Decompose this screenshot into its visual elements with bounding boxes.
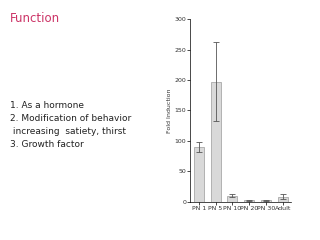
Text: Function: Function: [10, 12, 60, 25]
Bar: [227, 196, 237, 202]
Bar: [261, 200, 271, 202]
Text: ): ): [302, 207, 307, 220]
Bar: [278, 197, 288, 202]
Text: 6: 6: [286, 209, 293, 219]
Text: (: (: [273, 207, 277, 220]
Bar: [211, 82, 221, 202]
Y-axis label: Fold Induction: Fold Induction: [167, 88, 172, 133]
Text: 1. As a hormone
2. Modification of behavior
 increasing  satiety, thirst
3. Grow: 1. As a hormone 2. Modification of behav…: [10, 101, 131, 149]
Bar: [244, 200, 254, 202]
Bar: [194, 147, 204, 202]
